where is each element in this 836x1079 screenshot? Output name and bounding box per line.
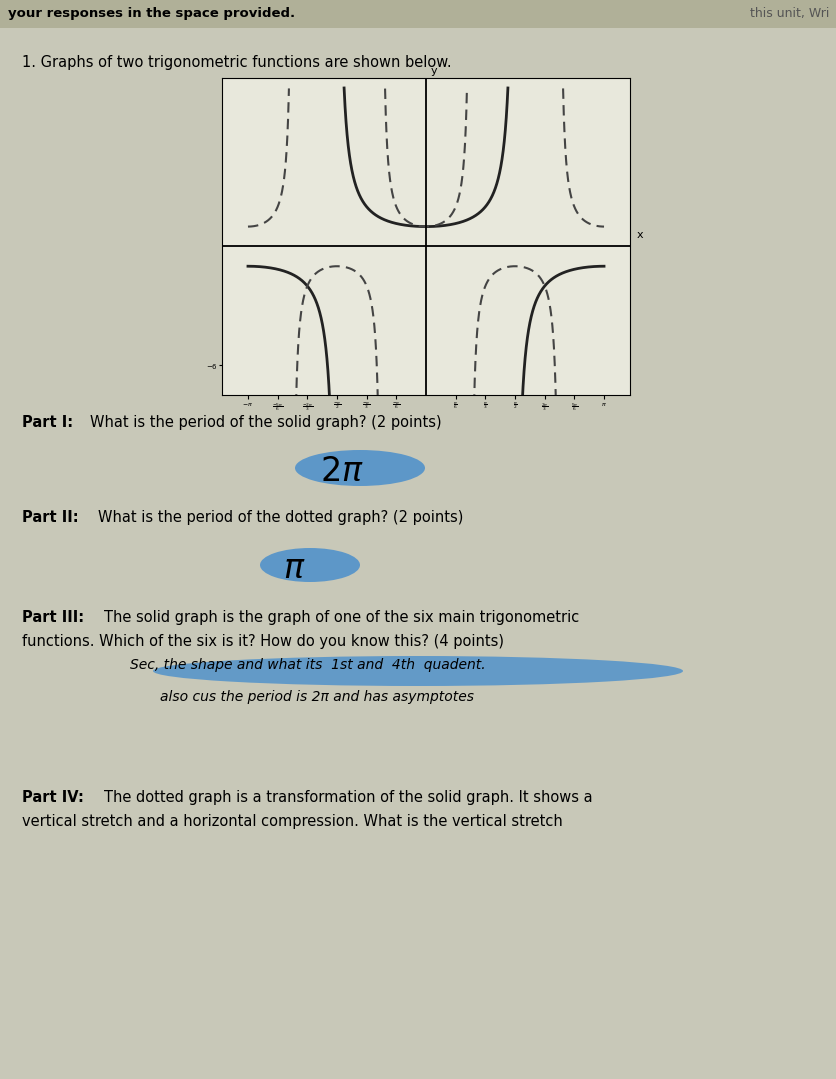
Text: What is the period of the solid graph? (2 points): What is the period of the solid graph? (… [90,415,441,431]
Text: Part I:: Part I: [22,415,73,431]
Text: vertical stretch and a horizontal compression. What is the vertical stretch: vertical stretch and a horizontal compre… [22,814,562,829]
Text: The dotted graph is a transformation of the solid graph. It shows a: The dotted graph is a transformation of … [104,790,592,805]
Text: The solid graph is the graph of one of the six main trigonometric: The solid graph is the graph of one of t… [104,610,579,625]
Text: y: y [430,66,436,76]
Ellipse shape [294,450,425,486]
Text: Part III:: Part III: [22,610,84,625]
Text: What is the period of the dotted graph? (2 points): What is the period of the dotted graph? … [98,510,463,525]
Text: Sec, the shape and what its  1st and  4th  quadent.: Sec, the shape and what its 1st and 4th … [130,658,485,672]
Text: functions. Which of the six is it? How do you know this? (4 points): functions. Which of the six is it? How d… [22,634,503,648]
Text: $\pi$: $\pi$ [283,552,305,585]
Text: Part IV:: Part IV: [22,790,84,805]
Text: x: x [636,231,643,241]
Text: also cus the period is 2π and has asymptotes: also cus the period is 2π and has asympt… [160,689,473,704]
Bar [0,0,836,28]
Text: this unit, Wri: this unit, Wri [749,8,828,21]
Ellipse shape [153,656,682,686]
Text: Part II:: Part II: [22,510,79,525]
Text: $2\pi$: $2\pi$ [319,455,364,488]
Text: your responses in the space provided.: your responses in the space provided. [8,8,295,21]
Text: 1. Graphs of two trigonometric functions are shown below.: 1. Graphs of two trigonometric functions… [22,55,451,70]
Ellipse shape [260,548,359,582]
